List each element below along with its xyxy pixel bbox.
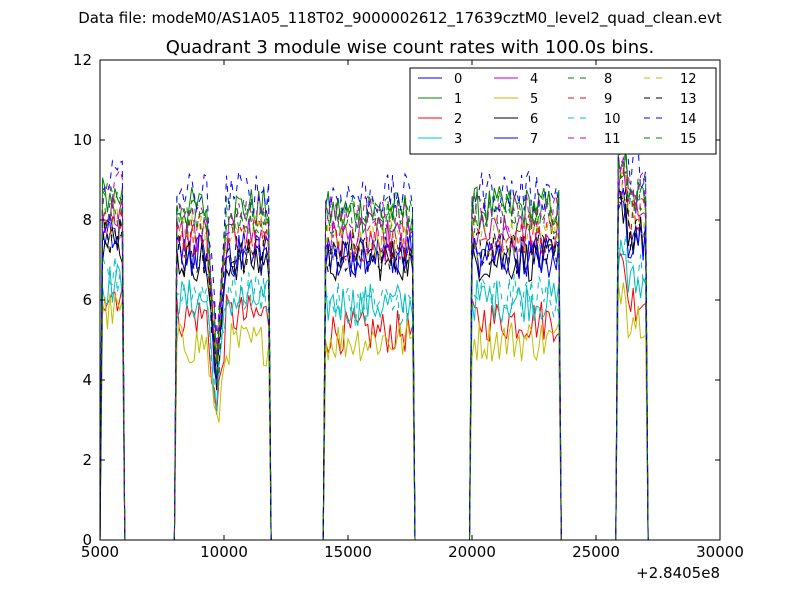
series-line-7 (99, 199, 649, 541)
y-tick-label: 0 (82, 531, 92, 549)
series-line-11 (99, 155, 649, 541)
y-tick-label: 8 (82, 211, 92, 229)
series-line-14 (99, 118, 649, 541)
legend-label-15: 15 (680, 132, 697, 147)
series-line-5 (99, 282, 649, 541)
series-line-1 (99, 152, 649, 541)
series-line-12 (99, 167, 649, 541)
legend-label-8: 8 (604, 72, 612, 87)
legend-label-10: 10 (604, 112, 621, 127)
series-line-2 (99, 252, 649, 541)
legend-label-12: 12 (680, 72, 697, 87)
legend-label-1: 1 (454, 92, 462, 107)
x-tick-label: 30000 (696, 543, 744, 561)
y-tick-label: 2 (82, 451, 92, 469)
legend-label-4: 4 (530, 72, 538, 87)
x-tick-label: 10000 (200, 543, 248, 561)
x-tick-label: 25000 (572, 543, 620, 561)
legend-label-2: 2 (454, 112, 462, 127)
x-tick-label: 20000 (448, 543, 496, 561)
legend-label-5: 5 (530, 92, 538, 107)
legend-label-13: 13 (680, 92, 697, 107)
legend-label-14: 14 (680, 112, 697, 127)
y-tick-label: 12 (73, 51, 92, 69)
series-line-10 (99, 234, 649, 541)
legend-label-6: 6 (530, 112, 538, 127)
x-tick-label: 15000 (324, 543, 372, 561)
series-line-13 (99, 189, 649, 541)
legend-frame (409, 67, 717, 155)
plot-lines (99, 118, 649, 541)
y-tick-label: 6 (82, 291, 92, 309)
legend-label-7: 7 (530, 132, 538, 147)
y-tick-label: 10 (73, 131, 92, 149)
series-line-9 (99, 167, 649, 541)
legend-label-3: 3 (454, 132, 462, 147)
legend-label-0: 0 (454, 72, 462, 87)
chart-title: Quadrant 3 module wise count rates with … (166, 37, 655, 58)
series-line-3 (99, 239, 649, 541)
series-line-15 (99, 144, 649, 541)
legend-label-9: 9 (604, 92, 612, 107)
y-tick-label: 4 (82, 371, 92, 389)
x-axis: 5000 10000 15000 20000 25000 30000 (81, 60, 744, 561)
legend-label-11: 11 (604, 132, 621, 147)
figure-suptitle: Data file: modeM0/AS1A05_118T02_90000026… (78, 9, 722, 28)
x-offset-label: +2.8405e8 (636, 564, 720, 582)
series-line-4 (99, 160, 649, 541)
x-tick-label: 5000 (81, 543, 119, 561)
